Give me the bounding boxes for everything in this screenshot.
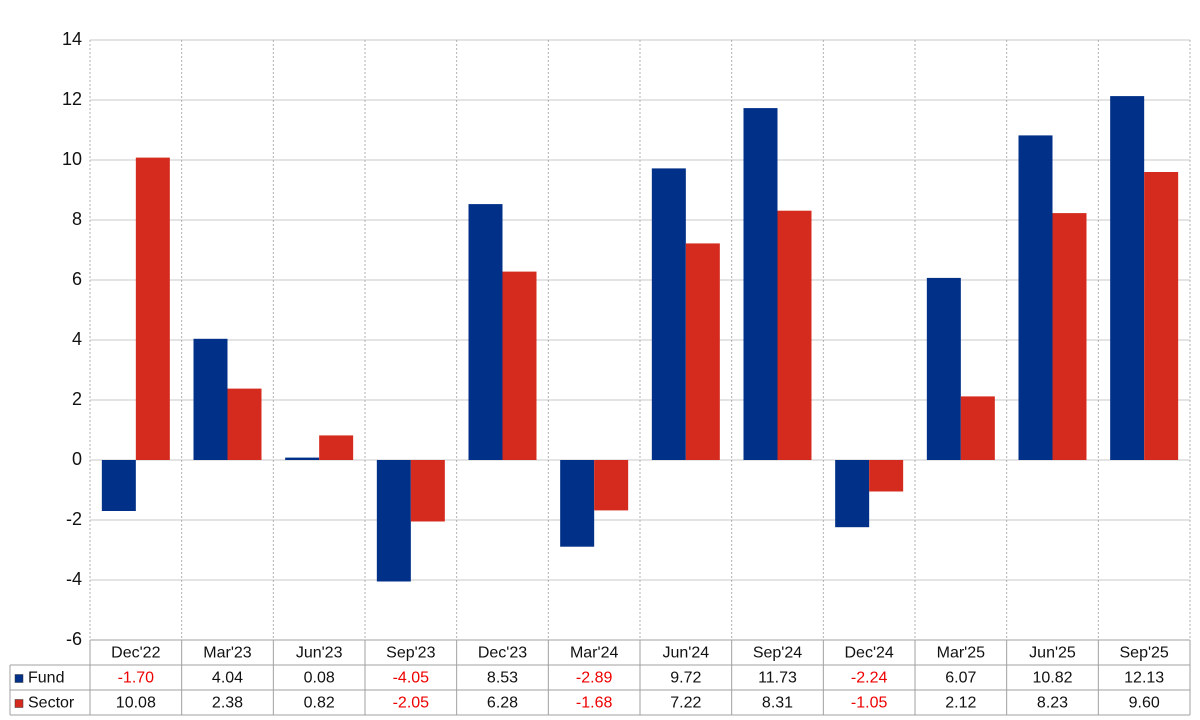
- bar: [319, 435, 354, 460]
- value-label: 8.31: [762, 695, 793, 712]
- bar: [594, 460, 629, 511]
- value-label: -1.68: [576, 695, 613, 712]
- x-tick-label: Jun'24: [663, 645, 710, 662]
- legend-label: Fund: [28, 670, 64, 687]
- legend-swatch: [14, 674, 24, 683]
- value-label: 9.72: [670, 670, 701, 687]
- y-tick-label: -4: [66, 569, 82, 589]
- value-label: 8.53: [487, 670, 518, 687]
- y-tick-label: 4: [72, 329, 82, 349]
- value-label: 7.22: [670, 695, 701, 712]
- legend-label: Sector: [28, 695, 75, 712]
- value-label: 12.13: [1124, 670, 1164, 687]
- bar: [835, 460, 870, 528]
- y-tick-label: -6: [66, 629, 82, 649]
- y-tick-label: 12: [62, 89, 82, 109]
- value-label: 4.04: [212, 670, 243, 687]
- bar: [193, 338, 228, 460]
- x-tick-label: Dec'22: [111, 645, 160, 662]
- value-label: 0.08: [304, 670, 335, 687]
- value-label: 0.82: [304, 695, 335, 712]
- x-tick-label: Mar'24: [570, 645, 619, 662]
- y-tick-label: 10: [62, 149, 82, 169]
- legend-swatch: [14, 699, 24, 708]
- x-tick-label: Sep'25: [1120, 645, 1169, 662]
- value-label: -1.05: [851, 695, 888, 712]
- bar: [651, 168, 686, 460]
- y-tick-label: 2: [72, 389, 82, 409]
- bar: [1144, 172, 1179, 460]
- value-label: 2.38: [212, 695, 243, 712]
- bar: [960, 396, 995, 460]
- bar: [1052, 213, 1087, 460]
- bar: [410, 460, 445, 522]
- value-label: -2.89: [576, 670, 613, 687]
- x-tick-label: Jun'23: [296, 645, 343, 662]
- bar: [743, 108, 778, 460]
- bar: [560, 460, 595, 547]
- x-tick-label: Mar'23: [203, 645, 252, 662]
- bar: [502, 271, 537, 460]
- y-tick-label: 6: [72, 269, 82, 289]
- value-label: -2.05: [393, 695, 430, 712]
- bar: [926, 277, 961, 460]
- x-tick-label: Dec'23: [478, 645, 527, 662]
- bar: [227, 388, 262, 460]
- value-label: -2.24: [851, 670, 888, 687]
- bar: [101, 460, 136, 511]
- x-tick-label: Mar'25: [937, 645, 986, 662]
- bar: [135, 157, 170, 460]
- y-tick-label: 8: [72, 209, 82, 229]
- value-label: -1.70: [118, 670, 155, 687]
- x-tick-label: Jun'25: [1029, 645, 1076, 662]
- value-label: 6.07: [945, 670, 976, 687]
- bar: [1110, 96, 1145, 460]
- bar: [376, 460, 411, 582]
- x-tick-label: Dec'24: [845, 645, 894, 662]
- value-label: 2.12: [945, 695, 976, 712]
- y-tick-label: 0: [72, 449, 82, 469]
- x-tick-label: Sep'24: [753, 645, 802, 662]
- value-label: 6.28: [487, 695, 518, 712]
- value-label: 9.60: [1129, 695, 1160, 712]
- x-tick-label: Sep'23: [386, 645, 435, 662]
- bar: [468, 204, 503, 460]
- value-label: 10.82: [1032, 670, 1072, 687]
- value-label: 11.73: [758, 670, 797, 687]
- bar: [685, 243, 720, 460]
- bar: [869, 460, 904, 492]
- bar: [777, 210, 812, 460]
- bar: [1018, 135, 1053, 460]
- value-label: 8.23: [1037, 695, 1068, 712]
- y-tick-label: 14: [62, 29, 82, 49]
- bar: [285, 457, 320, 460]
- y-tick-label: -2: [66, 509, 82, 529]
- value-label: -4.05: [393, 670, 430, 687]
- value-label: 10.08: [116, 695, 156, 712]
